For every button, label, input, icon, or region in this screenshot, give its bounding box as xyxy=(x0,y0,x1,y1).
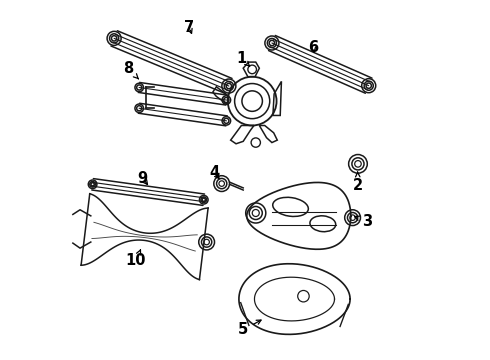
Text: 10: 10 xyxy=(125,250,146,268)
Text: 9: 9 xyxy=(138,171,148,186)
Text: 1: 1 xyxy=(236,50,249,66)
Text: 5: 5 xyxy=(238,320,261,337)
Text: 2: 2 xyxy=(353,172,363,193)
Text: 3: 3 xyxy=(355,214,372,229)
Text: 7: 7 xyxy=(184,20,195,35)
Text: 8: 8 xyxy=(123,61,139,79)
Text: 4: 4 xyxy=(209,165,220,180)
Text: 6: 6 xyxy=(308,40,318,55)
